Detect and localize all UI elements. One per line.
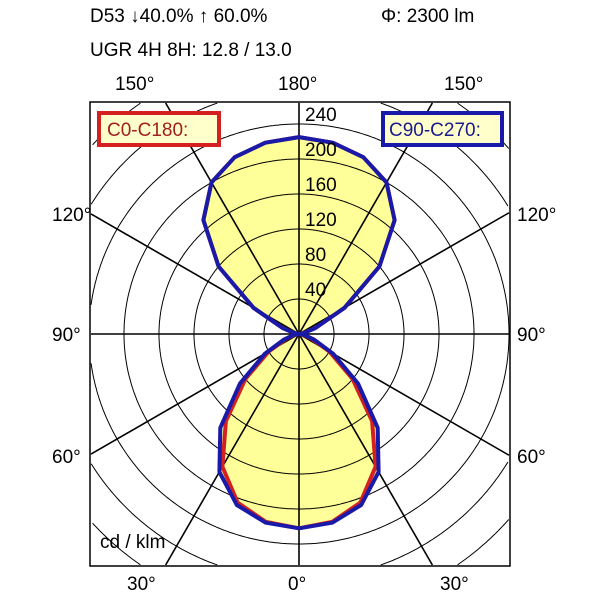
unit-label: cd / klm: [100, 532, 165, 553]
distribution-text: D53 ↓40.0% ↑ 60.0%: [90, 6, 268, 27]
radial-tick-label: 80: [305, 245, 326, 266]
angle-label-60-left: 60°: [52, 447, 81, 468]
angle-label-150-left: 150°: [115, 74, 154, 95]
angle-label-90-right: 90°: [517, 325, 546, 346]
angle-label-0: 0°: [288, 574, 306, 595]
radial-tick-label: 120: [305, 210, 337, 231]
grid-ring: [92, 102, 510, 566]
legend-c0-c180-label: C0-C180:: [107, 120, 188, 141]
radial-tick-label: 160: [305, 175, 337, 196]
radial-tick-label: 240: [305, 105, 337, 126]
angle-label-120-right: 120°: [517, 205, 556, 226]
ugr-text: UGR 4H 8H: 12.8 / 13.0: [90, 40, 292, 61]
angle-label-30-right: 30°: [440, 574, 469, 595]
legend-c90-c270: [381, 111, 504, 147]
plot-frame: [89, 101, 511, 567]
angle-label-30-left: 30°: [127, 574, 156, 595]
angle-label-90-left: 90°: [52, 325, 81, 346]
grid-ring: [90, 123, 510, 545]
angle-label-180: 180°: [278, 74, 317, 95]
flux-text: Φ: 2300 lm: [381, 6, 474, 27]
angle-label-150-right: 150°: [444, 74, 483, 95]
angle-label-120-left: 120°: [52, 205, 91, 226]
angle-label-60-right: 60°: [517, 447, 546, 468]
legend-c90-c270-label: C90-C270:: [389, 120, 481, 141]
legend-c0-c180: [97, 111, 221, 147]
radial-tick-label: 200: [305, 140, 337, 161]
radial-tick-label: 40: [305, 280, 326, 301]
grid-ring: [90, 102, 509, 566]
series-curve-c90-c270: [201, 135, 397, 531]
